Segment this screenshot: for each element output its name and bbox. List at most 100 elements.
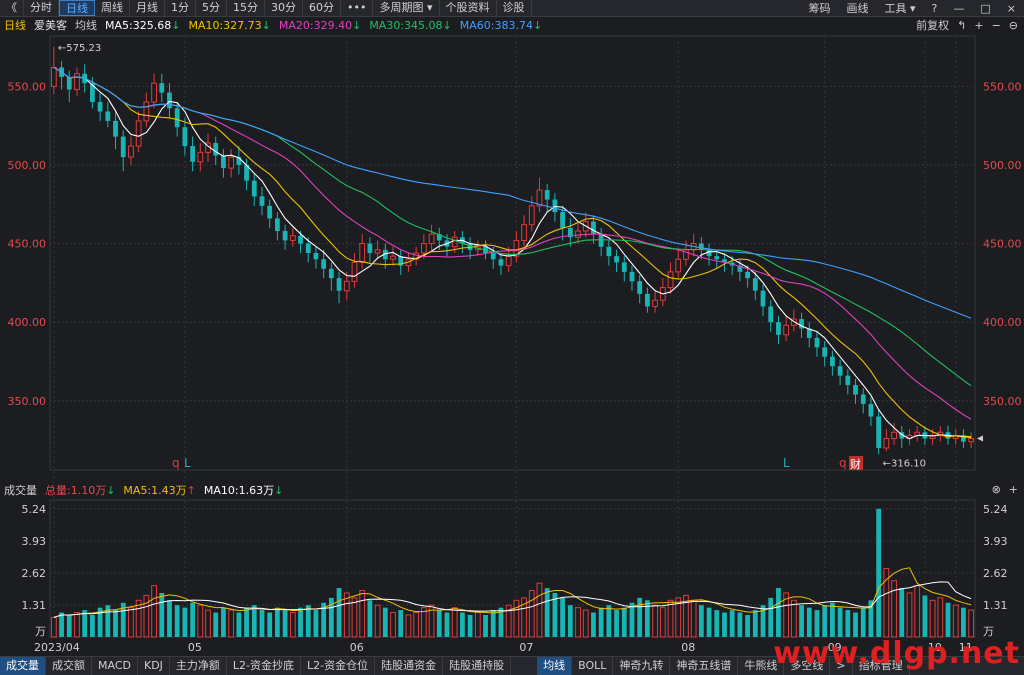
tab-turnover[interactable]: 成交额 bbox=[46, 657, 92, 675]
x-tick-label: 07 bbox=[519, 641, 533, 654]
maximize-icon[interactable]: □ bbox=[980, 1, 991, 15]
stock-info-button[interactable]: 个股资料 bbox=[440, 0, 497, 16]
tab-boll[interactable]: BOLL bbox=[572, 657, 614, 675]
price-tick-label-right: 500.00 bbox=[983, 159, 1022, 172]
tab-nine-turn[interactable]: 神奇九转 bbox=[613, 657, 671, 675]
tab-weekly[interactable]: 周线 bbox=[95, 0, 130, 16]
close-icon[interactable]: × bbox=[1006, 1, 1016, 15]
help-icon[interactable]: ? bbox=[931, 1, 938, 15]
more-button[interactable]: ••• bbox=[341, 0, 374, 16]
tab-indicator-manager[interactable]: 指标管理 bbox=[853, 657, 910, 675]
volume-bar bbox=[667, 599, 674, 638]
volume-bar bbox=[729, 610, 735, 637]
volume-title[interactable]: 成交量 bbox=[4, 483, 37, 497]
tab-ma[interactable]: 均线 bbox=[537, 657, 573, 675]
volume-bar bbox=[50, 616, 57, 638]
undo-icon[interactable]: ↰ bbox=[957, 18, 967, 32]
candle-body bbox=[305, 243, 311, 253]
candle-body bbox=[167, 92, 172, 109]
tools-dropdown[interactable]: 工具 ▾ bbox=[884, 2, 916, 15]
zoom-in-icon[interactable]: + bbox=[974, 18, 984, 32]
x-tick-label: 09 bbox=[828, 641, 842, 654]
tab-l2-position[interactable]: L2-资金仓位 bbox=[301, 657, 376, 675]
tab-macd[interactable]: MACD bbox=[92, 657, 138, 675]
draw-button[interactable]: 画线 bbox=[846, 2, 869, 15]
volume-bar bbox=[552, 592, 558, 637]
tab-next-icon[interactable]: > bbox=[830, 657, 853, 675]
candle-body bbox=[490, 253, 496, 260]
tab-five-lines[interactable]: 神奇五线谱 bbox=[670, 657, 739, 675]
diagnose-button[interactable]: 诊股 bbox=[497, 0, 532, 16]
candle-body bbox=[868, 403, 874, 417]
candle-body bbox=[745, 271, 750, 279]
adjust-price-button[interactable]: 前复权 bbox=[916, 19, 950, 32]
close-panel-icon[interactable]: ⊖ bbox=[1008, 18, 1018, 32]
tab-fenshi[interactable]: 分时 bbox=[24, 0, 59, 16]
tab-monthly[interactable]: 月线 bbox=[130, 0, 165, 16]
tab-volume[interactable]: 成交量 bbox=[0, 657, 46, 675]
candle-body bbox=[598, 234, 604, 247]
volume-bar bbox=[328, 597, 334, 637]
volume-bar bbox=[752, 610, 758, 637]
tab-1min[interactable]: 1分 bbox=[165, 0, 196, 16]
candle-body bbox=[498, 259, 504, 266]
volume-bar bbox=[768, 597, 774, 637]
tab-15min[interactable]: 15分 bbox=[227, 0, 265, 16]
volume-bar bbox=[745, 614, 750, 637]
volume-bar bbox=[868, 600, 874, 637]
close-volume-icon[interactable]: ⊗ bbox=[991, 483, 1001, 496]
volume-bar bbox=[120, 602, 126, 637]
minimize-icon[interactable]: — bbox=[953, 1, 965, 15]
volume-bar bbox=[830, 602, 835, 637]
volume-bar bbox=[413, 612, 420, 638]
volume-bar bbox=[544, 588, 550, 637]
candle-body bbox=[343, 280, 350, 292]
volume-tick-label-left: 5.24 bbox=[22, 503, 47, 516]
volume-bar bbox=[706, 607, 712, 637]
volume-bar bbox=[282, 610, 288, 637]
volume-bar bbox=[521, 597, 527, 638]
candle-body bbox=[197, 151, 204, 163]
chips-button[interactable]: 筹码 bbox=[808, 2, 831, 15]
volume-bar bbox=[128, 607, 134, 638]
tab-hk-fund[interactable]: 陆股通资金 bbox=[375, 657, 444, 675]
candle-body bbox=[451, 236, 458, 248]
candle-body bbox=[66, 76, 72, 90]
add-indicator-icon[interactable]: + bbox=[1008, 483, 1018, 496]
up-arrow-icon: ↑ bbox=[186, 483, 196, 497]
volume-bar bbox=[591, 612, 596, 637]
candle-body bbox=[282, 230, 288, 241]
tab-hk-holding[interactable]: 陆股通持股 bbox=[443, 657, 512, 675]
candle-body bbox=[614, 256, 619, 263]
volume-bar bbox=[228, 609, 235, 638]
tab-l2-bottom[interactable]: L2-资金抄底 bbox=[227, 657, 302, 675]
volume-ma5: MA5:1.43万↑ bbox=[123, 483, 196, 497]
ma10-value: MA10:327.73↓ bbox=[188, 18, 271, 32]
tab-main-net[interactable]: 主力净额 bbox=[170, 657, 227, 675]
tab-60min[interactable]: 60分 bbox=[303, 0, 341, 16]
candle-body bbox=[722, 259, 727, 263]
volume-bar bbox=[382, 607, 388, 637]
volume-bar bbox=[683, 594, 689, 638]
volume-bar bbox=[575, 607, 581, 638]
candle-body bbox=[645, 293, 650, 307]
ma-label[interactable]: 均线 bbox=[75, 19, 97, 32]
volume-bar bbox=[405, 614, 412, 638]
tab-5min[interactable]: 5分 bbox=[196, 0, 227, 16]
volume-bar bbox=[536, 582, 543, 638]
volume-bar bbox=[490, 610, 496, 637]
tab-kdj[interactable]: KDJ bbox=[138, 657, 170, 675]
price-tick-label-left: 550.00 bbox=[8, 80, 47, 93]
tab-daily[interactable]: 日线 bbox=[59, 0, 95, 16]
tab-30min[interactable]: 30分 bbox=[265, 0, 303, 16]
tab-bull-bear[interactable]: 牛熊线 bbox=[738, 657, 785, 675]
multi-period-dropdown[interactable]: 多周期图 ▾ bbox=[373, 0, 440, 16]
zoom-out-icon[interactable]: − bbox=[991, 18, 1001, 32]
back-icon[interactable]: 《 bbox=[0, 0, 24, 16]
candle-body bbox=[552, 199, 558, 213]
tab-long-short[interactable]: 多空线 bbox=[784, 657, 831, 675]
volume-ma10: MA10:1.63万↓ bbox=[203, 483, 284, 497]
ma-line-ma60 bbox=[53, 66, 972, 319]
candle-body bbox=[544, 190, 550, 200]
